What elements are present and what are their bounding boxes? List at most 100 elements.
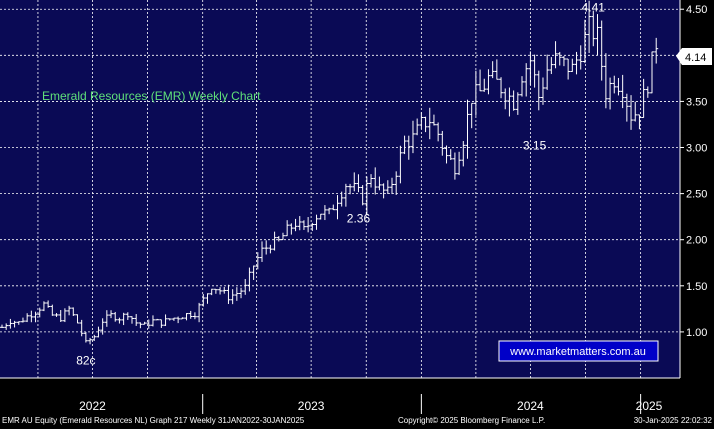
ohlc-bar <box>222 287 227 294</box>
price-chart: 1.001.502.002.503.003.504.004.50 2022202… <box>0 0 714 415</box>
ohlc-bar <box>167 318 172 321</box>
ohlc-bar <box>599 20 604 81</box>
annotations: 82c 2.36 3.15 4.41 <box>76 1 605 368</box>
ohlc-bar <box>318 213 323 220</box>
ohlc-bar <box>520 76 525 97</box>
y-axis: 1.001.502.002.503.003.504.004.50 <box>679 0 707 378</box>
ohlc-bar <box>260 241 265 262</box>
ohlc-bar <box>641 78 646 119</box>
ohlc-bar <box>176 316 181 324</box>
footer-timestamp: 30-Jan-2025 22:02:32 <box>633 416 712 425</box>
ohlc-bar <box>650 51 655 94</box>
ohlc-bar <box>109 310 114 319</box>
ohlc-bar <box>343 183 348 207</box>
ohlc-bar <box>234 287 239 301</box>
ohlc-bar <box>12 320 17 328</box>
ohlc-bar <box>633 101 638 122</box>
ohlc-bar <box>306 217 311 233</box>
ohlc-bar <box>58 310 63 323</box>
price-annotation: 2.36 <box>347 212 371 226</box>
ohlc-bar <box>255 252 260 270</box>
y-tick-label: 1.50 <box>686 281 707 293</box>
ohlc-bar <box>637 114 642 130</box>
ohlc-bar <box>155 318 160 321</box>
y-tick-label: 3.00 <box>686 143 707 155</box>
ohlc-bar <box>134 314 139 326</box>
ohlc-bar <box>218 287 223 295</box>
ohlc-bar <box>570 58 575 72</box>
ohlc-bar <box>264 240 269 255</box>
ohlc-bar <box>310 222 315 231</box>
ohlc-bar <box>104 310 109 327</box>
x-tick-label: 2022 <box>79 399 106 413</box>
ohlc-bar <box>251 265 256 280</box>
ohlc-bar <box>75 314 80 324</box>
ohlc-bar <box>377 176 382 191</box>
ohlc-bar <box>83 331 88 343</box>
ohlc-bar <box>230 289 235 305</box>
watermark-frame <box>498 340 659 362</box>
ohlc-bar <box>553 41 558 69</box>
ohlc-bar <box>239 287 244 299</box>
ohlc-bar <box>146 319 151 329</box>
footer-copyright: Copyright© 2025 Bloomberg Finance L.P. <box>398 416 546 425</box>
ohlc-bar <box>54 313 59 317</box>
footer-security-info: EMR AU Equity (Emerald Resources NL) Gra… <box>2 416 305 425</box>
ohlc-bar <box>524 63 529 97</box>
ohlc-bar <box>46 300 51 308</box>
ohlc-bar <box>180 317 185 320</box>
chart-title: Emerald Resources (EMR) Weekly Chart <box>42 89 261 103</box>
ohlc-bar <box>88 337 93 345</box>
ohlc-bar <box>515 92 520 115</box>
ohlc-bar <box>620 74 625 109</box>
ohlc-bar <box>654 37 659 64</box>
ohlc-bar <box>226 284 231 304</box>
ohlc-bar <box>645 86 650 98</box>
last-price-label: 4.14 <box>685 52 706 64</box>
ohlc-bar <box>490 61 495 79</box>
ohlc-bar <box>574 51 579 75</box>
ohlc-bar <box>25 313 30 323</box>
price-annotation: 82c <box>76 353 95 367</box>
ohlc-bar <box>29 310 34 323</box>
ohlc-bar <box>339 191 344 207</box>
ohlc-bar <box>213 288 218 294</box>
watermark-box: www.marketmatters.com.au <box>498 340 659 362</box>
ohlc-bar <box>461 140 466 167</box>
ohlc-bar <box>478 69 483 92</box>
ohlc-bar <box>364 176 369 216</box>
ohlc-bar <box>243 279 248 295</box>
price-annotation: 4.41 <box>582 1 606 15</box>
ohlc-bar <box>540 77 545 105</box>
ohlc-bar <box>410 120 415 154</box>
ohlc-bar <box>192 312 197 320</box>
ohlc-bar <box>171 317 176 321</box>
ohlc-bar <box>373 167 378 195</box>
ohlc-bar <box>486 69 491 95</box>
ohlc-bar <box>100 318 105 335</box>
ohlc-bar <box>582 19 587 64</box>
ohlc-bar <box>276 236 281 242</box>
ohlc-bar <box>188 310 193 319</box>
ohlc-bar <box>16 321 21 325</box>
ohlc-bar <box>452 152 457 180</box>
y-tick-label: 1.00 <box>686 327 707 339</box>
ohlc-bar <box>398 145 403 184</box>
ohlc-bar <box>595 14 600 56</box>
ohlc-bar <box>117 317 122 324</box>
ohlc-bar <box>268 244 273 254</box>
ohlc-bar <box>41 301 46 312</box>
plot-area <box>0 0 680 378</box>
ohlc-bar <box>159 319 164 328</box>
ohlc-bar <box>390 177 395 195</box>
ohlc-bar <box>561 56 566 67</box>
ohlc-bar <box>0 324 4 328</box>
ohlc-bar <box>335 195 340 220</box>
ohlc-bar <box>499 77 504 99</box>
ohlc-bar <box>150 315 155 327</box>
ohlc-bar <box>113 311 118 322</box>
ohlc-bar <box>369 174 374 188</box>
ohlc-bar <box>566 58 571 80</box>
ohlc-bar <box>356 174 361 193</box>
ohlc-bar <box>406 135 411 160</box>
